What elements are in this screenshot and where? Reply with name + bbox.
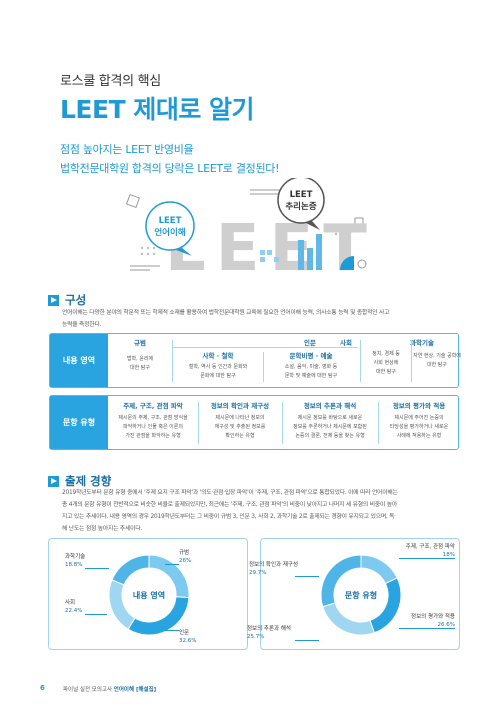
type-cell: 주제, 구조, 관점 파악 제시문의 주제, 구조, 관점 방식을 파악하거나 인…	[118, 402, 188, 439]
group-label-science: 과학기술	[410, 339, 434, 347]
slice-label: 정보의 확인과 재구성 29.7%	[249, 562, 299, 576]
content-cell: 문학비평 · 예술 소설, 음악, 미술, 영화 등 문학 및 예술에 대한 탐구	[284, 352, 338, 379]
slice-label: 정보의 평가와 적용 26.6%	[411, 614, 455, 628]
footer-text: 파이널 실전 모의고사 언어이해 [해설집]	[63, 687, 157, 693]
donut-chart-type: 문항 유형	[320, 554, 402, 636]
deco-dots-icon	[140, 226, 350, 256]
leet-illustration: LEET LEET 언어이해 LEET 추리논증	[125, 178, 377, 286]
group-label-humanities: 인문	[304, 339, 316, 347]
content-area-head: 내용 영역	[50, 334, 108, 387]
page-number: 6	[40, 684, 45, 692]
donut-slice	[111, 554, 150, 586]
slice-label: 인문 32.6%	[179, 630, 197, 644]
chart-content-area: 내용 영역 규범 26% 인문 32.6% 사회 22.4% 과학기술 18.8%	[48, 538, 248, 650]
section-text-line: 2019학년도부터 문항 유형 중에서 '주제 요지 구조 파악'과 '의도·관…	[62, 490, 398, 496]
svg-text:LEET: LEET	[159, 216, 182, 226]
type-cell: 정보의 평가와 적용 제시문에 주어진 논증의 타당성을 평가하거나 새로운 사례에…	[389, 402, 449, 439]
slice-label: 규범 26%	[179, 550, 192, 564]
section-heading-composition: 구성	[48, 292, 86, 308]
bubble-right: LEET 추리논증	[277, 178, 325, 230]
section-title: 구성	[65, 293, 87, 307]
content-cell: 정치, 경제 등 사회 현상에 대한 탐구	[372, 351, 400, 375]
page-subtitle: 로스쿨 합격의 핵심	[60, 74, 161, 89]
section-text-line: 지고 있는 추세이다. 내용 영역의 경우 2019학년도부터는 그 비중이 규…	[62, 514, 395, 520]
type-cell: 정보의 확인과 재구성 제시문에 나타난 정보의 재구성 및 추출된 정보를 확인하…	[210, 402, 270, 439]
section-text-line: 총 4개의 문항 유형이 전반적으로 비슷한 비율로 출제되었지만, 최근에는 …	[62, 502, 398, 508]
slice-label: 사회 22.4%	[65, 600, 83, 614]
type-cell: 정보의 추론과 해석 제시문 정보를 바탕으로 새로운 정보를 추론하거나 제시문…	[293, 402, 367, 439]
svg-text:LEET: LEET	[290, 190, 313, 200]
slice-label: 과학기술 18.8%	[65, 554, 86, 568]
svg-text:언어이해: 언어이해	[154, 227, 185, 238]
bubble-left: LEET 언어이해	[145, 201, 195, 256]
section-text-line: 해 난도는 점점 높아지는 추세이다.	[62, 526, 143, 532]
donut-chart-content: 내용 영역	[108, 554, 190, 636]
content-cell: 사학 · 철학 철학, 역사 등 인간과 문화와 문화에 대한 탐구	[188, 352, 248, 379]
content-area-table: 내용 영역 인문 사회 과학기술 규범 법학, 윤리에 대한 탐구 사학 · 철학…	[49, 333, 461, 388]
donut-slice	[360, 554, 398, 585]
section-heading-trend: 출제 경향	[48, 473, 111, 489]
content-cell: 규범 법학, 윤리에 대한 탐구	[126, 339, 154, 371]
section-play-icon	[48, 475, 59, 487]
lead-line-1: 점점 높아지는 LEET 반영비율	[60, 143, 194, 156]
section-play-icon	[48, 294, 59, 306]
chart-question-type: 문항 유형 주제, 구조, 관점 파악 18% 정보의 평가와 적용 26.6% 정…	[247, 538, 460, 650]
content-cell: 자연 현상, 기술 공학에 대한 탐구	[413, 353, 461, 368]
group-label-social: 사회	[340, 339, 352, 347]
deco-grid-icon	[260, 250, 279, 262]
slice-label: 주제, 구조, 관점 파악 18%	[405, 544, 455, 558]
donut-slice	[320, 554, 362, 608]
deco-bars-icon	[298, 234, 322, 270]
big-leet-letters: LEET	[165, 212, 377, 286]
page-title: LEET 제대로 알기	[60, 95, 255, 124]
donut-slice	[322, 602, 375, 636]
section-text-line: 언어이해는 다양한 분야의 학문적 또는 학제적 소재를 활용하여 법학전문대학…	[62, 310, 390, 316]
question-type-head: 문항 유형	[50, 396, 108, 449]
donut-slice	[108, 579, 136, 630]
section-text-line: 능력을 측정한다.	[62, 322, 102, 328]
section-title: 출제 경향	[65, 474, 112, 488]
donut-center-title: 내용 영역	[133, 590, 165, 600]
donut-center-title: 문항 유형	[345, 590, 377, 600]
svg-text:추리논증: 추리논증	[285, 201, 316, 212]
question-type-table: 문항 유형 주제, 구조, 관점 파악 제시문의 주제, 구조, 관점 방식을 파…	[49, 395, 459, 450]
lead-line-2: 법학전문대학원 합격의 당락은 LEET로 결정된다!	[60, 162, 280, 175]
deco-pie-icon	[340, 256, 354, 270]
slice-label: 정보의 추론과 해석 25.7%	[247, 626, 291, 640]
